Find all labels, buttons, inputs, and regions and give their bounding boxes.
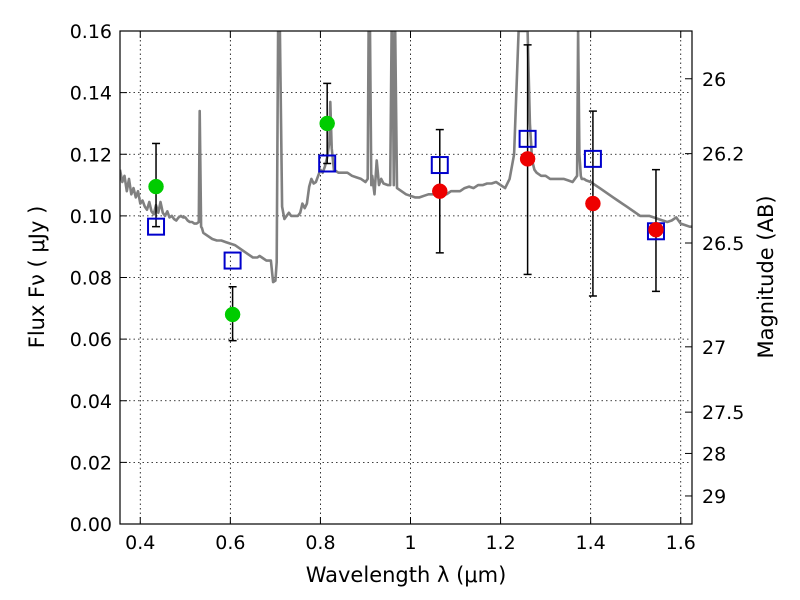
y2-tick-label: 26.2: [702, 144, 744, 166]
x-tick-label: 0.4: [125, 532, 155, 554]
model-point-square: [318, 154, 337, 173]
observed-point: [585, 195, 601, 212]
model-point-square: [583, 149, 602, 168]
y2-tick-label: 28: [702, 443, 726, 465]
y-tick-label: 0.16: [70, 21, 112, 43]
x-tick-label: 0.8: [305, 532, 335, 554]
y2-tick-label: 29: [702, 486, 726, 508]
observed-point: [148, 178, 164, 195]
y-tick-label: 0.14: [70, 83, 112, 105]
y-tick-label: 0.08: [70, 268, 112, 290]
observed-point: [319, 115, 335, 132]
y-tick-label: 0.00: [70, 514, 112, 536]
observed-point: [432, 183, 448, 199]
y2-tick-label: 27: [702, 337, 726, 359]
y-tick-label: 0.04: [70, 391, 112, 413]
x-tick-label: 1.6: [666, 532, 696, 554]
y2-tick-label: 26.5: [702, 233, 744, 255]
y-tick-label: 0.06: [70, 329, 112, 351]
y-tick-label: 0.10: [70, 206, 112, 228]
grid: [120, 30, 692, 525]
y2-tick-label: 27.5: [702, 402, 744, 424]
observed-point: [648, 221, 664, 238]
ticks: [120, 30, 692, 525]
plot-area: [120, 31, 692, 342]
y-tick-label: 0.02: [70, 452, 112, 474]
model-point-square: [518, 129, 537, 148]
observed-point: [519, 151, 536, 167]
x-tick-label: 1.4: [576, 532, 606, 554]
y2-axis-title: Magnitude (AB): [754, 195, 778, 358]
y2-tick-label: 26: [702, 69, 726, 91]
observed-point: [224, 306, 241, 323]
x-tick-label: 0.6: [215, 532, 245, 554]
x-axis-title: Wavelength λ (μm): [306, 563, 507, 587]
model-point-square: [223, 251, 242, 270]
model-point-square: [147, 217, 166, 236]
x-tick-label: 1: [404, 532, 416, 554]
y-axis-title: Flux Fν ( μJy ): [25, 206, 49, 349]
y-tick-label: 0.12: [70, 144, 112, 166]
tick-labels: 0.4 0.6 0.8 1 1.2 1.4 1.6 0.00 0.02 0.04 0.06 0.08 0…: [70, 21, 745, 554]
x-tick-label: 1.2: [485, 532, 515, 554]
model-point-square: [430, 156, 449, 175]
spectrum-line: [120, 31, 692, 284]
